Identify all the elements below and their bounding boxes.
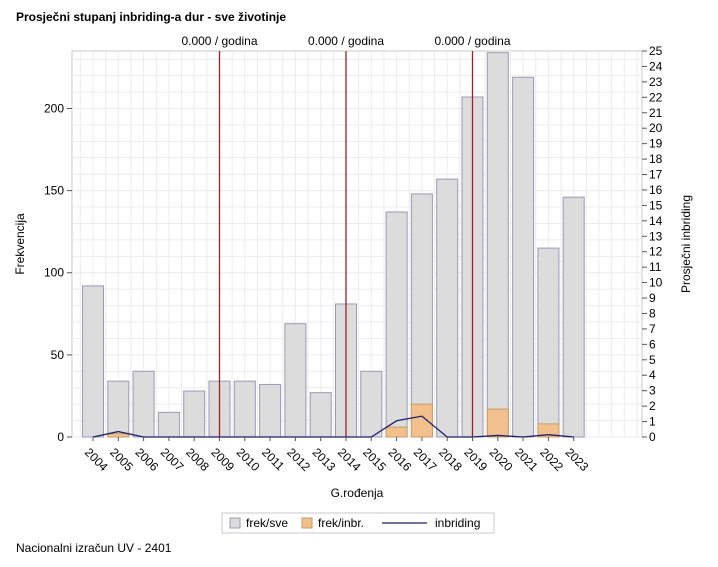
- x-tick-label: 2020: [487, 445, 516, 474]
- reference-line-label: 0.000 / godina: [181, 34, 257, 48]
- y2-tick-label: 0: [649, 430, 656, 444]
- chart-title: Prosječni stupanj inbriding-a dur - sve …: [16, 10, 287, 24]
- y2-tick-label: 16: [649, 183, 663, 197]
- x-tick-label: 2019: [461, 445, 490, 474]
- bar-frek-inbr: [107, 433, 130, 438]
- bar-frek-sve: [82, 285, 104, 438]
- bar-frek-sve: [436, 178, 459, 438]
- x-tick-label: 2021: [512, 445, 541, 474]
- y2-tick-label: 12: [649, 245, 663, 259]
- y2-tick-label: 7: [649, 322, 656, 336]
- reference-line-label: 0.000 / godina: [308, 34, 384, 48]
- y2-tick-label: 2: [649, 399, 656, 413]
- x-tick-label: 2013: [310, 445, 339, 474]
- x-tick-label: 2018: [436, 445, 465, 474]
- reference-line-label: 0.000 / godina: [434, 34, 510, 48]
- y2-tick-label: 11: [649, 260, 662, 274]
- x-tick-label: 2009: [208, 445, 237, 474]
- x-tick-label: 2012: [284, 445, 313, 474]
- legend-label-frek-sve: frek/sve: [246, 516, 288, 530]
- y2-tick-label: 20: [649, 121, 663, 135]
- x-tick-label: 2004: [82, 445, 111, 474]
- y-tick-label: 0: [57, 430, 64, 444]
- legend-label-frek-inbr: frek/inbr.: [318, 516, 364, 530]
- bar-frek-sve: [309, 392, 332, 438]
- bar-frek-inbr: [486, 408, 509, 438]
- legend-swatch-frek-inbr: [301, 517, 313, 529]
- x-tick-label: 2011: [259, 445, 287, 473]
- y2-tick-label: 13: [649, 229, 663, 243]
- bar-frek-inbr: [410, 403, 433, 438]
- bar-frek-sve: [486, 52, 509, 438]
- x-tick-label: 2005: [107, 445, 136, 474]
- bar-frek-sve: [233, 380, 256, 438]
- y-tick-label: 150: [44, 184, 64, 198]
- y2-tick-label: 10: [649, 276, 663, 290]
- y2-tick-label: 21: [649, 106, 663, 120]
- x-tick-label: 2008: [183, 445, 212, 474]
- x-tick-label: 2006: [132, 445, 161, 474]
- bar-frek-sve: [183, 390, 206, 438]
- bar-frek-sve: [410, 193, 433, 438]
- y2-tick-label: 3: [649, 384, 656, 398]
- legend-swatch-frek-sve: [229, 517, 241, 529]
- y2-tick-label: 1: [649, 415, 656, 429]
- bar-frek-sve: [132, 370, 155, 438]
- x-tick-label: 2017: [411, 445, 440, 474]
- y2-tick-label: 18: [649, 152, 663, 166]
- bar-frek-sve: [284, 323, 307, 438]
- bar-frek-sve: [360, 370, 383, 438]
- y-tick-label: 50: [51, 348, 65, 362]
- y2-axis-title: Prosječni inbriding: [679, 195, 693, 293]
- y-axis-title: Frekvencija: [13, 213, 27, 275]
- legend-label-inbriding: inbriding: [435, 516, 480, 530]
- x-tick-label: 2007: [158, 445, 187, 474]
- bar-frek-sve: [385, 211, 408, 438]
- y2-tick-label: 8: [649, 306, 656, 320]
- y2-tick-label: 17: [649, 168, 663, 182]
- y2-tick-label: 4: [649, 368, 656, 382]
- y2-tick-label: 14: [649, 214, 663, 228]
- bar-frek-sve: [512, 76, 535, 438]
- y2-tick-label: 24: [649, 59, 663, 73]
- line-inbriding: [92, 415, 574, 438]
- y2-tick-label: 9: [649, 291, 656, 305]
- y2-tick-label: 22: [649, 90, 663, 104]
- legend-box: [221, 512, 495, 534]
- y2-tick-label: 25: [649, 44, 663, 58]
- bar-frek-sve: [537, 247, 560, 438]
- bar-frek-inbr: [385, 426, 408, 438]
- y2-tick-label: 23: [649, 75, 663, 89]
- x-tick-label: 2015: [360, 445, 389, 474]
- x-tick-label: 2023: [563, 445, 592, 474]
- y2-tick-label: 15: [649, 198, 663, 212]
- bar-frek-sve: [107, 380, 130, 438]
- x-tick-label: 2016: [385, 445, 414, 474]
- y-tick-label: 200: [44, 101, 64, 115]
- bar-frek-sve: [157, 411, 180, 438]
- bar-frek-sve: [562, 196, 585, 438]
- x-tick-label: 2014: [335, 445, 364, 474]
- y2-tick-label: 19: [649, 137, 663, 151]
- x-tick-label: 2022: [537, 445, 566, 474]
- y-tick-label: 100: [44, 266, 64, 280]
- footer-note: Nacionalni izračun UV - 2401: [16, 541, 172, 555]
- bar-frek-sve: [259, 383, 282, 438]
- x-axis-title: G.rođenja: [331, 486, 384, 500]
- y2-tick-label: 6: [649, 337, 656, 351]
- x-tick-label: 2010: [234, 445, 263, 474]
- y2-tick-label: 5: [649, 353, 656, 367]
